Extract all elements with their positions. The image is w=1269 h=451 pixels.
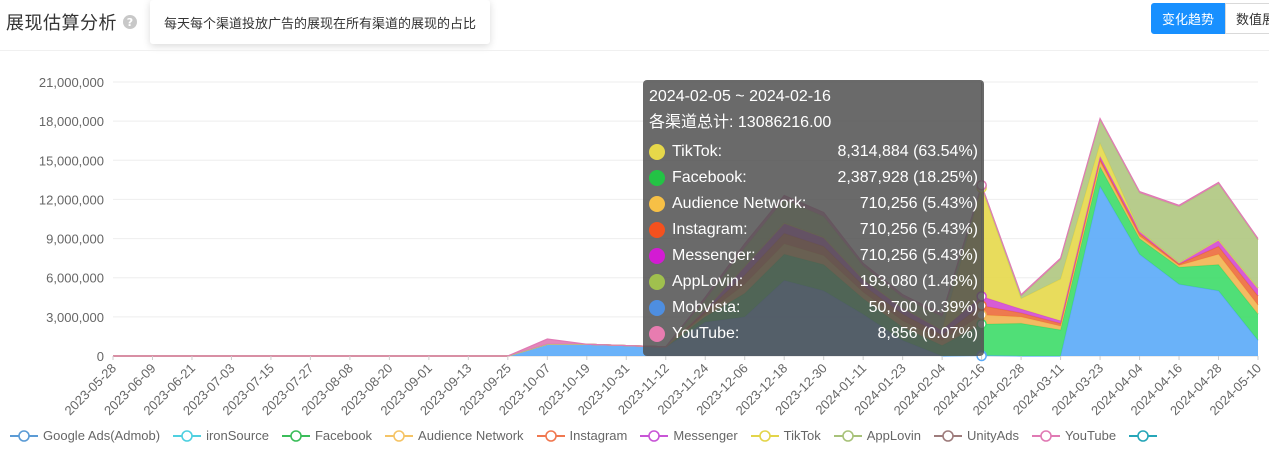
series-dot-icon (649, 300, 665, 316)
legend-item[interactable]: Audience Network (385, 428, 524, 443)
legend-line-circle-icon (750, 429, 779, 442)
series-dot-icon (649, 248, 665, 264)
legend-item[interactable] (1129, 428, 1162, 443)
tooltip-series-value: 710,256 (5.43%) (859, 221, 978, 238)
tooltip-series-name: Messenger: (672, 247, 756, 264)
legend-item[interactable]: AppLovin (833, 428, 921, 443)
tooltip-row: Audience Network: 710,256 (5.43%) (649, 191, 978, 217)
y-tick-label: 0 (97, 349, 104, 364)
legend-item[interactable]: TikTok (750, 428, 821, 443)
tab-trend[interactable]: 变化趋势 (1150, 3, 1225, 34)
tooltip-row: TikTok: 8,314,884 (63.54%) (649, 139, 978, 165)
area-mobvista (113, 186, 1258, 356)
tooltip-row: Mobvista: 50,700 (0.39%) (649, 295, 978, 321)
tooltip-series-value: 50,700 (0.39%) (868, 299, 978, 316)
legend-item[interactable]: Facebook (281, 428, 373, 443)
help-tooltip: 每天每个渠道投放广告的展现在所有渠道的展现的占比 (150, 0, 491, 44)
stacked-area-chart[interactable]: 0 3,000,000 6,000,000 9,000,000 12,000,000 15… (0, 0, 1269, 430)
header-divider (0, 50, 1269, 51)
y-tick-label: 3,000,000 (46, 310, 104, 325)
legend-item[interactable]: UnityAds (933, 428, 1019, 443)
title-group: 展现估算分析 ? (6, 9, 137, 35)
y-tick-label: 15,000,000 (39, 153, 104, 168)
tooltip-series-value: 193,080 (1.48%) (859, 273, 978, 290)
series-dot-icon (649, 326, 665, 342)
tooltip-series-value: 710,256 (5.43%) (859, 247, 978, 264)
tooltip-series-value: 2,387,928 (18.25%) (837, 169, 978, 186)
legend-label: Google Ads(Admob) (43, 428, 161, 443)
series-dot-icon (649, 274, 665, 290)
tooltip-row: YouTube: 8,856 (0.07%) (649, 321, 978, 347)
tooltip-rows: TikTok: 8,314,884 (63.54%) Facebook: 2,387,… (649, 139, 978, 347)
tooltip-series-name: Instagram: (672, 221, 748, 238)
tooltip-series-name: Facebook: (672, 169, 747, 186)
tooltip-series-value: 8,856 (0.07%) (877, 325, 978, 342)
legend-label: UnityAds (966, 428, 1019, 443)
legend-line-circle-icon (933, 429, 962, 442)
legend-line-circle-icon (173, 429, 202, 442)
legend-line-circle-icon (833, 429, 862, 442)
view-toggle: 变化趋势 数值展 (1150, 3, 1269, 34)
legend-line-circle-icon (536, 429, 565, 442)
legend-item[interactable]: Messenger (640, 428, 738, 443)
question-icon[interactable]: ? (123, 15, 137, 29)
y-tick-label: 12,000,000 (39, 192, 104, 207)
page-title: 展现估算分析 (6, 13, 117, 33)
legend-item[interactable]: Instagram (536, 428, 628, 443)
legend-line-circle-icon (1032, 429, 1060, 442)
legend-line-circle-icon (385, 429, 414, 442)
y-tick-label: 18,000,000 (39, 114, 104, 129)
tooltip-series-value: 8,314,884 (63.54%) (837, 143, 978, 160)
legend-line-circle-icon (640, 429, 669, 442)
chart-legend: Google Ads(Admob) ironSource Facebook Audie… (10, 428, 1175, 443)
series-dot-icon (649, 222, 665, 238)
legend-label: ironSource (206, 428, 269, 443)
tooltip-series-name: Audience Network: (672, 195, 807, 212)
legend-line-circle-icon (1129, 429, 1158, 442)
legend-item[interactable]: YouTube (1032, 428, 1116, 443)
legend-label: AppLovin (866, 428, 921, 443)
y-tick-label: 9,000,000 (46, 232, 104, 247)
legend-line-circle-icon (281, 429, 310, 442)
tooltip-series-name: TikTok: (672, 143, 723, 160)
legend-label: Facebook (314, 428, 373, 443)
legend-label: TikTok (783, 428, 821, 443)
tooltip-date-range: 2024-02-05 ~ 2024-02-16 (649, 88, 831, 105)
legend-label: YouTube (1065, 428, 1117, 443)
legend-item[interactable]: Google Ads(Admob) (10, 428, 160, 443)
tooltip-total: 各渠道总计: 13086216.00 (649, 114, 832, 131)
tooltip-series-name: YouTube: (672, 325, 740, 342)
legend-label: Instagram (569, 428, 628, 443)
tooltip-series-name: Mobvista: (672, 299, 741, 316)
chart-tooltip: 2024-02-05 ~ 2024-02-16 各渠道总计: 13086216.… (643, 80, 984, 356)
tooltip-series-name: AppLovin: (672, 273, 744, 290)
series-dot-icon (649, 170, 665, 186)
tooltip-row: Instagram: 710,256 (5.43%) (649, 217, 978, 243)
tab-values[interactable]: 数值展 (1225, 3, 1269, 34)
legend-label: Audience Network (418, 428, 524, 443)
y-tick-label: 21,000,000 (39, 75, 104, 90)
series-dot-icon (649, 196, 665, 212)
y-tick-label: 6,000,000 (46, 271, 104, 286)
tooltip-row: Messenger: 710,256 (5.43%) (649, 243, 978, 269)
series-dot-icon (649, 144, 665, 160)
tooltip-row: AppLovin: 193,080 (1.48%) (649, 269, 978, 295)
legend-label: Messenger (673, 428, 738, 443)
tooltip-series-value: 710,256 (5.43%) (859, 195, 978, 212)
tooltip-row: Facebook: 2,387,928 (18.25%) (649, 165, 978, 191)
legend-item[interactable]: ironSource (173, 428, 269, 443)
legend-line-circle-icon (10, 429, 38, 442)
